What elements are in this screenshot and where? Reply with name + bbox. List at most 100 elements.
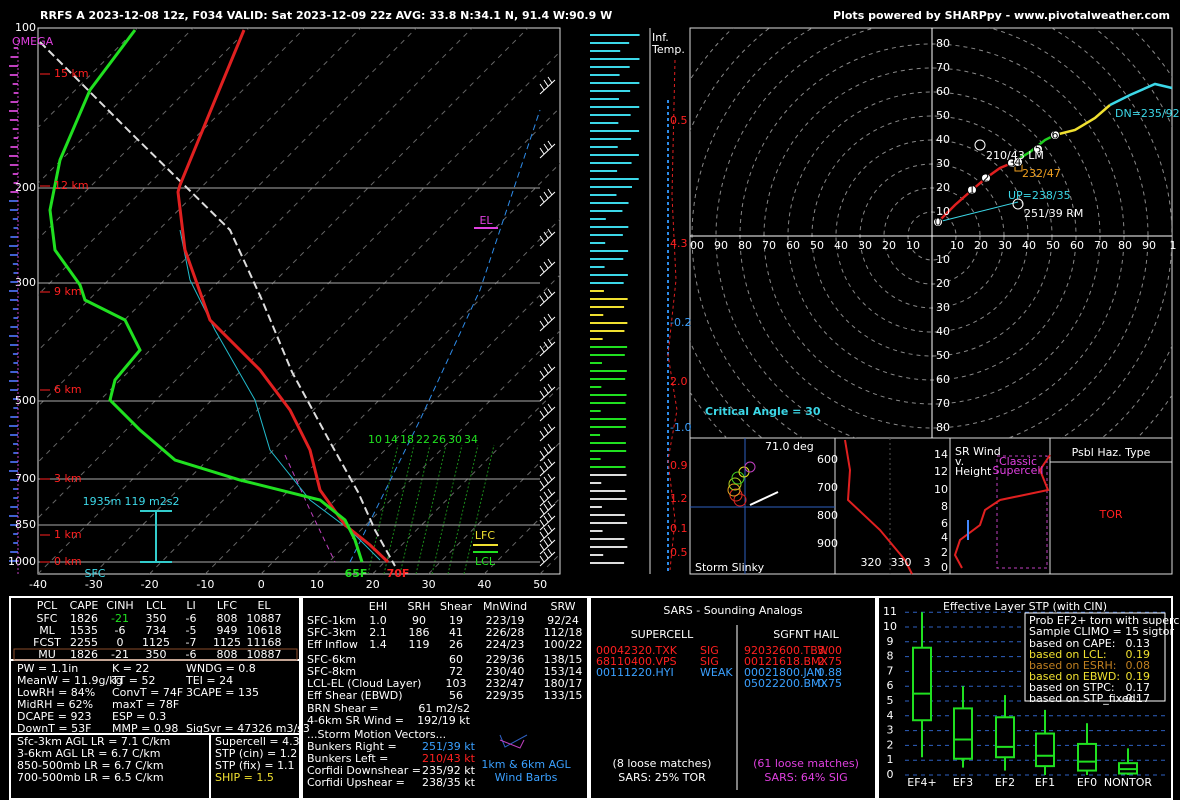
theta-profile [844, 438, 913, 575]
table-cell: 133/15 [544, 689, 583, 702]
temperature-label: 30 [422, 578, 436, 591]
param: Corfidi Upshear = [307, 776, 405, 789]
sars-match: 00111220.HYI [596, 666, 674, 679]
table-cell: 11168 [247, 636, 282, 649]
table-header: SRW [550, 600, 575, 613]
eff-inflow-bar [140, 510, 172, 563]
table-cell: -6 [186, 612, 197, 625]
table-header: EL [257, 599, 271, 612]
table-header: LI [186, 599, 195, 612]
slinky-angle: 71.0 deg [765, 440, 814, 453]
stp-inset-row: based on STP_fixed: [1029, 692, 1139, 705]
inferred-temp-value: 0.5 [670, 546, 688, 559]
stp-box [953, 707, 973, 760]
hodo-ring-label: 80 [936, 37, 950, 50]
table-cell: 1.4 [369, 638, 387, 651]
sars-match: 00021800.JAN [744, 666, 822, 679]
table-header: MnWind [483, 600, 527, 613]
sars-match: 3.00 [818, 644, 843, 657]
isotherm [38, 28, 417, 408]
stp-category: EF0 [1077, 776, 1097, 789]
sr-wind-profile [996, 455, 1048, 569]
temperature-label: 40 [477, 578, 491, 591]
hodo-ring-label: 70 [762, 239, 776, 252]
wind-barb [539, 500, 556, 519]
isotherm [38, 28, 473, 463]
hodo-ring-label: 50 [810, 239, 824, 252]
table-cell: 0 [117, 636, 124, 649]
table-cell: -7 [186, 636, 197, 649]
theta-pressure-label: 700 [817, 481, 838, 494]
table-header: CINH [106, 599, 133, 612]
param: 3CAPE = 135 [186, 686, 259, 699]
lcl-label: LCL [475, 555, 496, 568]
height-label: 1 km [54, 528, 82, 541]
stp-tick-label: 7 [887, 664, 894, 677]
inferred-temp-value: 4.3 [670, 237, 688, 250]
param: 238/35 kt [422, 776, 476, 789]
table-header: Shear [440, 600, 472, 613]
height-label: 0 km [54, 555, 82, 568]
hodograph-trace [1012, 198, 1024, 210]
table-cell: SFC-3km [307, 626, 356, 639]
sars-summary: SARS: 25% TOR [618, 771, 706, 784]
stp-box [995, 716, 1015, 759]
param: DownT = 53F [17, 722, 91, 735]
sars-match: 68110400.VPS [596, 655, 677, 668]
stp-inset-row: based on CAPE: [1029, 637, 1115, 650]
skewt-profile [39, 29, 541, 567]
hodo-annotation: DN=235/92 [1115, 107, 1180, 120]
stp-box [1077, 742, 1097, 772]
theta-profile [844, 439, 913, 575]
table-cell: 1125 [213, 636, 241, 649]
stp-category: EF3 [953, 776, 973, 789]
theta-pressure-label: 900 [817, 537, 838, 550]
stp-box [1035, 732, 1055, 768]
param: K = 22 [112, 662, 149, 675]
hodo-ring-label: 10 [950, 239, 964, 252]
height-marker [967, 185, 977, 195]
omega-label: OMEGA [12, 35, 54, 48]
table-cell: 119 [409, 638, 430, 651]
mixing-ratio-label: 18 [400, 433, 414, 446]
inferred-temp-profile [667, 59, 678, 574]
param: MeanW = 11.9g/kg [17, 674, 123, 687]
param: Bunkers Right = [307, 740, 397, 753]
table-header: PCL [37, 599, 58, 612]
isotherm [38, 28, 138, 129]
param: ConvT = 74F [112, 686, 183, 699]
storm-slinky [744, 461, 756, 473]
wind-barb [539, 536, 556, 555]
table-cell: 10887 [247, 612, 282, 625]
stp-inset-row: 0.13 [1126, 637, 1151, 650]
table-cell: 10887 [247, 648, 282, 661]
section-title: ...Storm Motion Vectors... [307, 728, 446, 741]
pressure-label: 700 [15, 472, 36, 485]
inferred-temp-value: 0.5 [670, 114, 688, 127]
stp-category: EF2 [995, 776, 1015, 789]
table-cell: 226/28 [486, 626, 525, 639]
table-cell: SFC-8km [307, 665, 356, 678]
inferred-temp-value: 2.0 [670, 375, 688, 388]
lapse-rate: Sfc-3km AGL LR = 7.1 C/km [17, 735, 170, 748]
temperature-label: 20 [366, 578, 380, 591]
hodo-ring-label: 30 [936, 157, 950, 170]
pressure-label: 850 [15, 518, 36, 531]
table-cell: 103 [446, 677, 467, 690]
mixing-ratio-label: 22 [416, 433, 430, 446]
table-cell: -6 [186, 648, 197, 661]
param: MidRH = 62% [17, 698, 93, 711]
table-cell: 60 [449, 653, 463, 666]
sr-wind-profile [953, 454, 1051, 569]
table-cell: 56 [449, 689, 463, 702]
pressure-label: 1000 [8, 555, 36, 568]
stp-category: EF4+ [907, 776, 937, 789]
lfc-label: LFC [475, 529, 495, 542]
height-label: 15 km [54, 67, 89, 80]
table-cell: ML [39, 624, 55, 637]
hodo-ring-label: 50 [936, 109, 950, 122]
table-cell: -6 [115, 624, 126, 637]
hodo-ring-label: 20 [974, 239, 988, 252]
inferred-temp-title: Inf. [652, 31, 669, 44]
